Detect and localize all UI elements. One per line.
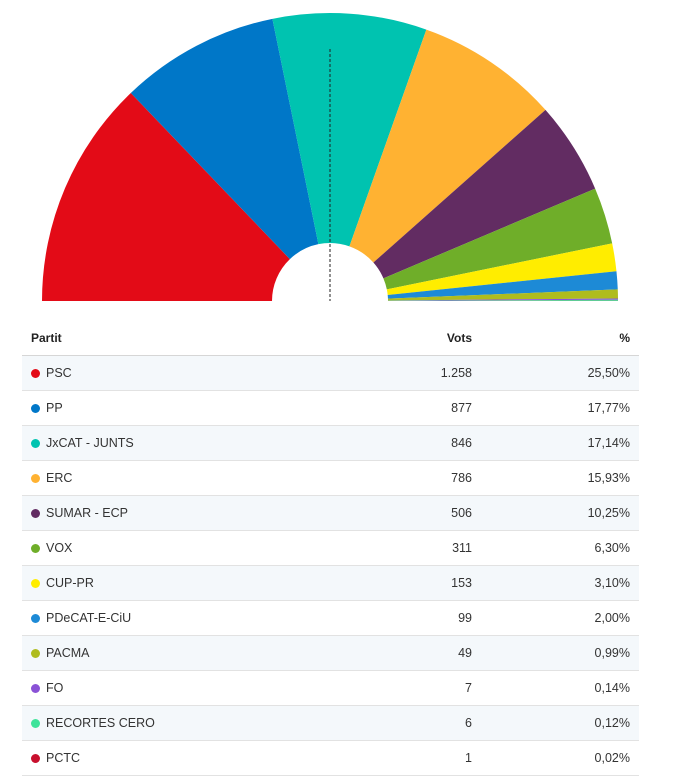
table-row: PSC 1.258 25,50% xyxy=(22,355,639,391)
legend-dot-icon xyxy=(31,579,40,588)
legend-dot-icon xyxy=(31,474,40,483)
votes-cell: 877 xyxy=(323,390,481,426)
votes-cell: 846 xyxy=(323,425,481,461)
votes-cell: 1.258 xyxy=(323,355,481,391)
percent-cell: 10,25% xyxy=(481,495,639,531)
table-row: PP 877 17,77% xyxy=(22,390,639,426)
party-name: RECORTES CERO xyxy=(46,716,155,730)
party-name: SUMAR - ECP xyxy=(46,506,128,520)
slice-pp xyxy=(130,18,319,260)
slice-pdecat-e-ciu xyxy=(387,271,618,299)
table-row: JxCAT - JUNTS 846 17,14% xyxy=(22,425,639,461)
slice-jxcat-junts xyxy=(272,12,427,247)
percent-cell: 15,93% xyxy=(481,460,639,496)
party-name: PDeCAT-E-CiU xyxy=(46,611,132,625)
party-cell: PCTC xyxy=(22,740,323,776)
party-cell: PACMA xyxy=(22,635,323,671)
votes-cell: 6 xyxy=(323,705,481,741)
party-name: PSC xyxy=(46,366,72,380)
votes-cell: 7 xyxy=(323,670,481,706)
table-row: PDeCAT-E-CiU 99 2,00% xyxy=(22,600,639,636)
party-name: PACMA xyxy=(46,646,90,660)
slice-pacma xyxy=(387,289,618,301)
table-row: CUP-PR 153 3,10% xyxy=(22,565,639,601)
votes-cell: 1 xyxy=(323,740,481,776)
party-name: PP xyxy=(46,401,63,415)
legend-dot-icon xyxy=(31,369,40,378)
party-cell: PSC xyxy=(22,355,323,391)
slice-recortes-cero xyxy=(387,299,618,301)
party-cell: FO xyxy=(22,670,323,706)
party-cell: PDeCAT-E-CiU xyxy=(22,600,323,636)
party-cell: CUP-PR xyxy=(22,565,323,601)
legend-dot-icon xyxy=(31,404,40,413)
legend-dot-icon xyxy=(31,684,40,693)
legend-dot-icon xyxy=(31,649,40,658)
votes-cell: 506 xyxy=(323,495,481,531)
votes-cell: 311 xyxy=(323,530,481,566)
legend-dot-icon xyxy=(31,719,40,728)
party-name: VOX xyxy=(46,541,73,555)
legend-dot-icon xyxy=(31,614,40,623)
party-name: ERC xyxy=(46,471,73,485)
party-column-header: Partit xyxy=(22,321,323,356)
percent-cell: 0,02% xyxy=(481,740,639,776)
table-row: RECORTES CERO 6 0,12% xyxy=(22,705,639,741)
percent-cell: 2,00% xyxy=(481,600,639,636)
results-table: Partit Vots % PSC 1.258 25,50% PP 877 17,77% J… xyxy=(22,321,639,776)
votes-cell: 49 xyxy=(323,635,481,671)
table-row: PACMA 49 0,99% xyxy=(22,635,639,671)
legend-dot-icon xyxy=(31,439,40,448)
percent-cell: 3,10% xyxy=(481,565,639,601)
slice-erc xyxy=(349,29,546,263)
party-name: PCTC xyxy=(46,751,81,765)
hemicycle-chart xyxy=(42,12,618,301)
party-cell: VOX xyxy=(22,530,323,566)
party-cell: SUMAR - ECP xyxy=(22,495,323,531)
slice-sumar-ecp xyxy=(373,109,596,279)
percent-cell: 17,14% xyxy=(481,425,639,461)
party-name: FO xyxy=(46,681,64,695)
percent-cell: 25,50% xyxy=(481,355,639,391)
votes-cell: 153 xyxy=(323,565,481,601)
slice-psc xyxy=(42,92,290,301)
table-row: ERC 786 15,93% xyxy=(22,460,639,496)
percent-cell: 0,12% xyxy=(481,705,639,741)
votes-cell: 786 xyxy=(323,460,481,496)
table-row: PCTC 1 0,02% xyxy=(22,740,639,776)
party-cell: RECORTES CERO xyxy=(22,705,323,741)
percent-cell: 6,30% xyxy=(481,530,639,566)
table-row: FO 7 0,14% xyxy=(22,670,639,706)
table-row: SUMAR - ECP 506 10,25% xyxy=(22,495,639,531)
party-name: JxCAT - JUNTS xyxy=(46,436,134,450)
table-header-row: Partit Vots % xyxy=(22,321,639,356)
legend-dot-icon xyxy=(31,754,40,763)
party-name: CUP-PR xyxy=(46,576,94,590)
party-cell: PP xyxy=(22,390,323,426)
percent-column-header: % xyxy=(481,321,639,356)
slice-fo xyxy=(387,298,618,301)
legend-dot-icon xyxy=(31,544,40,553)
votes-column-header: Vots xyxy=(323,321,481,356)
percent-cell: 0,99% xyxy=(481,635,639,671)
percent-cell: 17,77% xyxy=(481,390,639,426)
percent-cell: 0,14% xyxy=(481,670,639,706)
party-cell: JxCAT - JUNTS xyxy=(22,425,323,461)
party-cell: ERC xyxy=(22,460,323,496)
legend-dot-icon xyxy=(31,509,40,518)
slice-vox xyxy=(383,188,613,290)
slice-cup-pr xyxy=(386,243,617,296)
votes-cell: 99 xyxy=(323,600,481,636)
table-row: VOX 311 6,30% xyxy=(22,530,639,566)
